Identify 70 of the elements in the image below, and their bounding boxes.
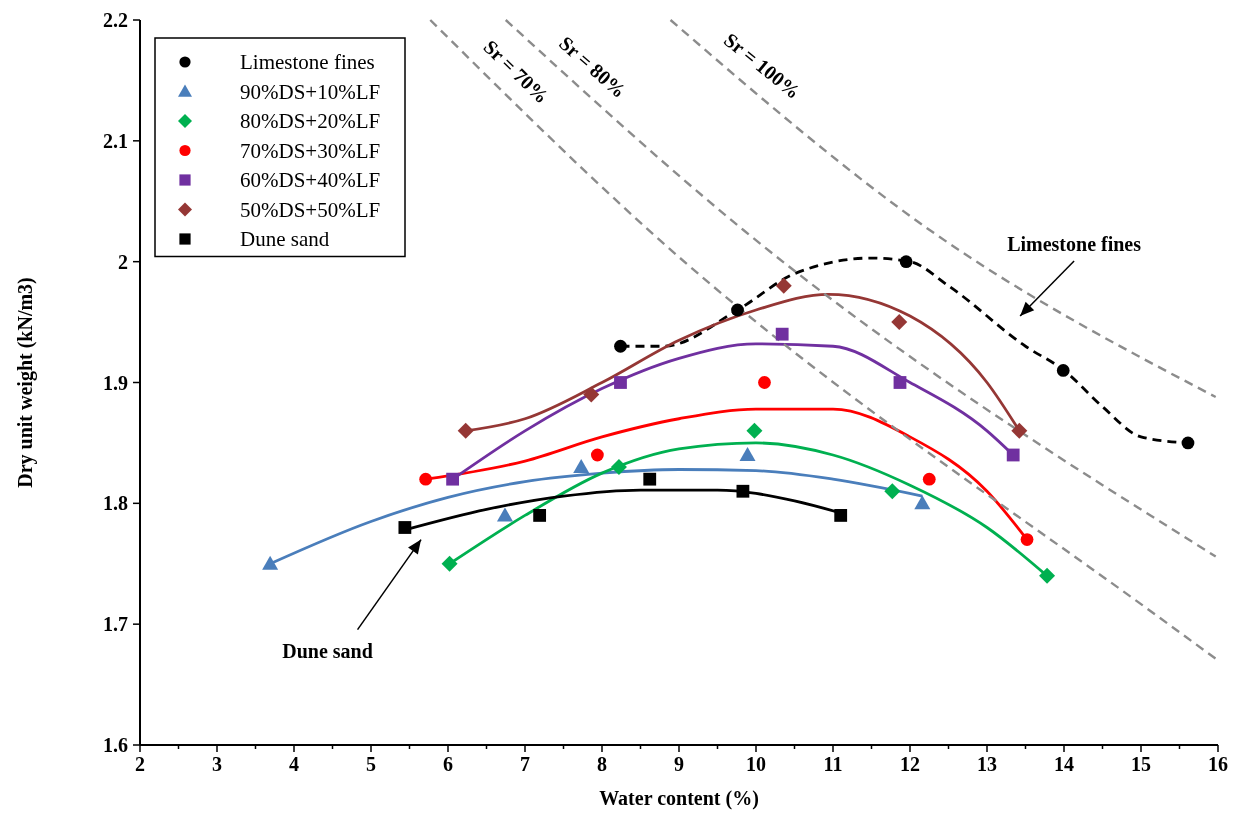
y-tick-label: 1.9 xyxy=(103,371,128,394)
point xyxy=(419,472,433,486)
x-tick-label: 11 xyxy=(823,753,843,775)
legend-label: Limestone fines xyxy=(240,50,375,74)
point xyxy=(922,472,936,486)
legend-label: Dune sand xyxy=(240,227,330,251)
point xyxy=(1181,436,1195,450)
point xyxy=(441,555,458,572)
y-tick-label: 1.8 xyxy=(103,492,128,515)
x-tick-label: 5 xyxy=(366,753,376,775)
y-tick-label: 2.2 xyxy=(103,9,128,31)
legend-label: 90%DS+10%LF xyxy=(240,79,381,104)
point xyxy=(884,483,901,500)
text: Sr = 70% xyxy=(479,35,554,108)
point xyxy=(533,509,547,522)
x-tick-label: 13 xyxy=(977,753,997,775)
point xyxy=(746,422,763,439)
point xyxy=(590,448,604,462)
legend-label: 70%DS+30%LF xyxy=(240,138,381,163)
point xyxy=(775,277,792,294)
point xyxy=(891,314,908,331)
point xyxy=(736,484,750,498)
x-tick-label: 14 xyxy=(1054,753,1074,775)
point xyxy=(446,472,460,486)
x-tick-label: 6 xyxy=(443,753,453,775)
x-tick-label: 3 xyxy=(212,753,222,775)
point xyxy=(457,422,474,439)
point xyxy=(583,386,600,403)
point xyxy=(834,509,848,522)
y-tick-label: 2 xyxy=(118,250,128,273)
point xyxy=(1011,422,1028,439)
x-tick-label: 12 xyxy=(900,753,920,775)
point xyxy=(775,327,789,341)
x-tick-label: 2 xyxy=(135,753,145,775)
point xyxy=(643,472,657,486)
y-tick-label: 1.7 xyxy=(103,613,128,636)
x-tick-label: 16 xyxy=(1208,753,1228,775)
point xyxy=(573,459,590,474)
x-tick-label: 15 xyxy=(1131,753,1151,775)
point xyxy=(739,447,756,461)
annotation: Limestone fines xyxy=(1007,233,1142,256)
point xyxy=(610,459,627,476)
point xyxy=(614,376,627,389)
point xyxy=(1006,448,1020,462)
point xyxy=(1056,364,1070,377)
y-tick-label: 2.1 xyxy=(103,129,128,152)
x-tick-label: 7 xyxy=(520,753,530,775)
text: Sr = 80% xyxy=(555,31,631,103)
legend-label: 80%DS+20%LF xyxy=(240,109,381,133)
y-axis-title: Dry unit weight (kN/m3) xyxy=(14,277,37,488)
point xyxy=(893,376,907,389)
point xyxy=(731,303,744,317)
point xyxy=(899,255,913,269)
point xyxy=(262,555,279,570)
point xyxy=(1039,567,1056,584)
legend-label: 60%DS+40%LF xyxy=(240,168,381,192)
legend-label: 50%DS+50%LF xyxy=(240,197,381,222)
point xyxy=(758,376,771,389)
annotation: Dune sand xyxy=(282,639,373,662)
point xyxy=(914,495,931,510)
x-tick-label: 8 xyxy=(597,753,607,775)
point xyxy=(614,339,627,353)
x-tick-label: 4 xyxy=(289,753,299,775)
point xyxy=(398,521,412,534)
point xyxy=(1020,533,1034,546)
point xyxy=(496,507,513,522)
x-tick-label: 10 xyxy=(746,753,766,775)
x-tick-label: 9 xyxy=(674,753,684,775)
y-tick-label: 1.6 xyxy=(103,734,128,756)
x-axis-title: Water content (%) xyxy=(599,787,759,810)
